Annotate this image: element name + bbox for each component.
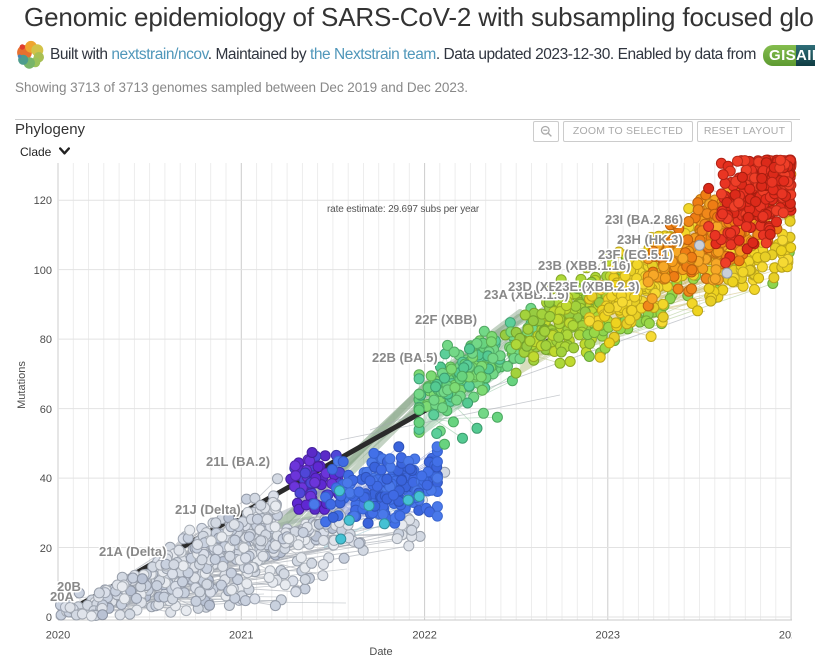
svg-text:60: 60 — [40, 404, 52, 416]
svg-text:40: 40 — [40, 473, 52, 485]
svg-text:2024: 2024 — [779, 630, 803, 642]
svg-text:100: 100 — [34, 265, 52, 277]
svg-text:2020: 2020 — [46, 630, 70, 642]
svg-text:22F (XBB): 22F (XBB) — [415, 312, 477, 327]
svg-text:20A: 20A — [50, 589, 74, 604]
svg-text:23I (BA.2.86): 23I (BA.2.86) — [605, 212, 683, 227]
svg-text:0: 0 — [46, 612, 52, 624]
svg-text:23A (XBB.1.5): 23A (XBB.1.5) — [484, 287, 569, 302]
svg-text:80: 80 — [40, 334, 52, 346]
svg-text:2023: 2023 — [596, 630, 620, 642]
svg-text:23B (XBB.1.16): 23B (XBB.1.16) — [538, 258, 630, 273]
svg-text:2022: 2022 — [412, 630, 436, 642]
svg-text:23E (XBB.2.3): 23E (XBB.2.3) — [555, 279, 640, 294]
svg-text:21L (BA.2): 21L (BA.2) — [206, 454, 270, 469]
svg-text:2021: 2021 — [229, 630, 253, 642]
svg-text:21A (Delta): 21A (Delta) — [99, 544, 166, 559]
svg-text:20B: 20B — [57, 579, 81, 594]
svg-text:23H (HK.3): 23H (HK.3) — [617, 232, 683, 247]
svg-text:Mutations: Mutations — [16, 361, 28, 409]
svg-text:Date: Date — [369, 646, 392, 658]
svg-text:22B (BA.5): 22B (BA.5) — [372, 350, 438, 365]
svg-text:23D (XBB.1.9): 23D (XBB.1.9) — [508, 279, 593, 294]
svg-text:21J (Delta): 21J (Delta) — [175, 502, 241, 517]
svg-text:120: 120 — [34, 195, 52, 207]
svg-text:20: 20 — [40, 543, 52, 555]
svg-text:rate estimate: 29.697 subs per: rate estimate: 29.697 subs per year — [327, 204, 480, 215]
svg-text:23F (EG.5.1): 23F (EG.5.1) — [598, 247, 673, 262]
